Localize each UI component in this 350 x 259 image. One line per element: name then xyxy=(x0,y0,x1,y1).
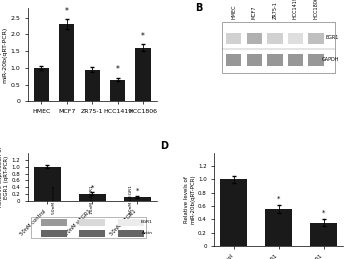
Text: ZR75-1: ZR75-1 xyxy=(272,1,277,19)
Bar xyxy=(226,33,241,44)
Bar xyxy=(265,209,292,246)
Bar xyxy=(310,223,337,246)
Text: *: * xyxy=(116,65,120,74)
Text: *: * xyxy=(141,32,145,41)
Text: *: * xyxy=(135,188,139,194)
Bar xyxy=(79,230,105,237)
Y-axis label: Relative expression of
EGR1 (qRT-PCR): Relative expression of EGR1 (qRT-PCR) xyxy=(0,147,9,207)
Bar xyxy=(79,219,105,226)
Text: *: * xyxy=(322,210,326,215)
Text: HMEC: HMEC xyxy=(231,4,236,19)
Bar xyxy=(124,197,151,201)
Text: MCF7: MCF7 xyxy=(252,5,257,19)
Bar xyxy=(41,219,66,226)
Bar xyxy=(34,68,49,101)
Text: Actin: Actin xyxy=(142,231,153,235)
Bar xyxy=(246,33,262,44)
Bar xyxy=(267,54,282,66)
Text: *: * xyxy=(65,7,69,16)
Text: 50nM siEGR1: 50nM siEGR1 xyxy=(129,185,133,214)
Bar xyxy=(288,54,303,66)
Text: B: B xyxy=(195,3,203,13)
Bar xyxy=(79,194,106,201)
Bar xyxy=(267,33,282,44)
Bar xyxy=(226,54,241,66)
Bar xyxy=(222,22,335,73)
Bar xyxy=(220,179,247,246)
Bar xyxy=(308,33,324,44)
Bar xyxy=(246,54,262,66)
Bar xyxy=(41,230,66,237)
Text: 10nM siEGR1: 10nM siEGR1 xyxy=(90,185,94,214)
Text: HCC1806: HCC1806 xyxy=(314,0,318,19)
Bar xyxy=(288,33,303,44)
Text: EGR1: EGR1 xyxy=(326,35,339,40)
Bar xyxy=(118,230,144,237)
Y-axis label: Relative levels of
miR-20b(qRT-PCR): Relative levels of miR-20b(qRT-PCR) xyxy=(184,175,195,224)
Bar xyxy=(30,217,146,238)
Text: GAPDH: GAPDH xyxy=(322,57,339,62)
Bar xyxy=(59,24,75,101)
Bar xyxy=(85,69,100,101)
Bar xyxy=(308,54,324,66)
Text: *: * xyxy=(277,196,280,202)
Bar xyxy=(135,48,151,101)
Bar xyxy=(110,80,125,101)
Text: EGR1: EGR1 xyxy=(141,220,153,224)
Bar xyxy=(118,219,144,226)
Y-axis label: Relative expression of
miR-20b(qRT-PCR): Relative expression of miR-20b(qRT-PCR) xyxy=(0,20,8,89)
Text: *: * xyxy=(91,184,94,190)
Text: 50nM control: 50nM control xyxy=(52,185,56,214)
Text: D: D xyxy=(160,141,168,152)
Text: HCC1419: HCC1419 xyxy=(293,0,298,19)
Bar xyxy=(34,167,61,201)
